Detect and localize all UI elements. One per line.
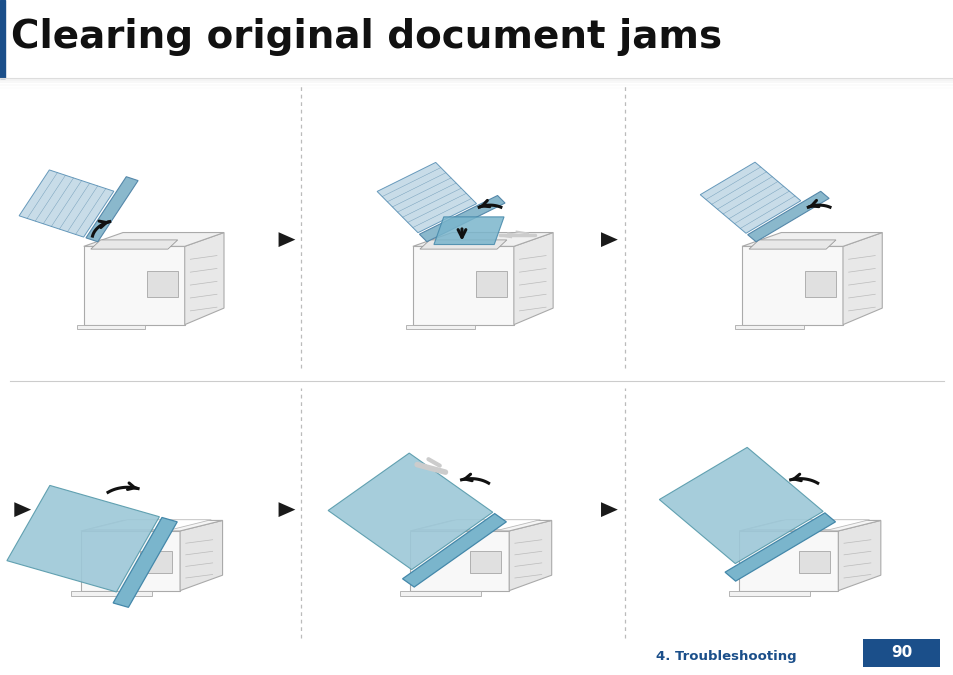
Polygon shape xyxy=(328,453,493,570)
Polygon shape xyxy=(724,513,835,581)
Polygon shape xyxy=(81,520,222,531)
Polygon shape xyxy=(748,240,835,249)
Bar xyxy=(672,122,939,358)
Polygon shape xyxy=(399,591,480,596)
Polygon shape xyxy=(747,191,828,242)
Polygon shape xyxy=(419,196,504,242)
Polygon shape xyxy=(419,240,506,249)
Polygon shape xyxy=(84,246,185,325)
Polygon shape xyxy=(514,232,553,325)
Polygon shape xyxy=(7,485,159,592)
Polygon shape xyxy=(113,518,177,608)
Polygon shape xyxy=(741,232,882,246)
Bar xyxy=(476,271,506,297)
Polygon shape xyxy=(700,162,800,234)
Polygon shape xyxy=(416,520,539,530)
Bar xyxy=(140,551,172,573)
Polygon shape xyxy=(739,531,838,591)
Bar xyxy=(348,402,605,618)
Polygon shape xyxy=(77,325,145,329)
Polygon shape xyxy=(842,232,882,325)
Polygon shape xyxy=(413,232,553,246)
Polygon shape xyxy=(434,217,503,244)
Polygon shape xyxy=(659,448,822,564)
Bar xyxy=(469,551,500,573)
Polygon shape xyxy=(509,520,551,591)
Polygon shape xyxy=(413,246,514,325)
Polygon shape xyxy=(71,591,152,596)
Bar xyxy=(798,551,829,573)
Polygon shape xyxy=(14,502,31,517)
Polygon shape xyxy=(19,170,113,237)
Text: Clearing original document jams: Clearing original document jams xyxy=(11,18,721,56)
Polygon shape xyxy=(600,502,618,517)
Polygon shape xyxy=(600,232,618,247)
Polygon shape xyxy=(91,240,177,249)
Polygon shape xyxy=(728,591,809,596)
Text: 4. Troubleshooting: 4. Troubleshooting xyxy=(656,649,796,663)
Bar xyxy=(19,402,276,618)
Bar xyxy=(677,402,934,618)
Bar xyxy=(147,271,177,297)
Polygon shape xyxy=(185,232,224,325)
Text: 90: 90 xyxy=(890,645,911,660)
Polygon shape xyxy=(402,514,506,587)
Bar xyxy=(862,639,939,667)
Polygon shape xyxy=(86,177,138,242)
Bar xyxy=(343,122,610,358)
Bar xyxy=(14,122,281,358)
Polygon shape xyxy=(84,232,224,246)
Polygon shape xyxy=(180,520,222,591)
Polygon shape xyxy=(406,325,474,329)
Bar xyxy=(804,271,835,297)
Polygon shape xyxy=(81,531,180,591)
Polygon shape xyxy=(278,232,295,247)
Polygon shape xyxy=(741,246,842,325)
Polygon shape xyxy=(278,502,295,517)
Polygon shape xyxy=(88,520,211,530)
Polygon shape xyxy=(376,163,476,233)
Polygon shape xyxy=(838,520,880,591)
Polygon shape xyxy=(410,531,509,591)
Polygon shape xyxy=(410,520,551,531)
Polygon shape xyxy=(735,325,802,329)
Bar xyxy=(0,0,5,78)
Polygon shape xyxy=(745,520,868,530)
Polygon shape xyxy=(739,520,880,531)
